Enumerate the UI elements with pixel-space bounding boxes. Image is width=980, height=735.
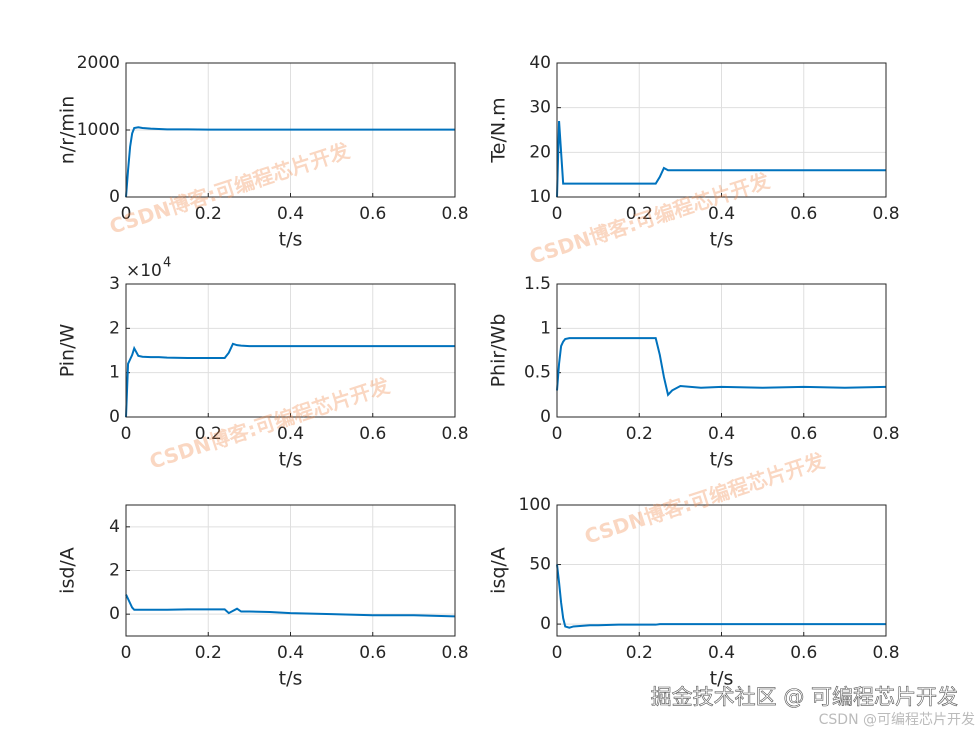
y-multiplier: ×10 <box>126 261 162 281</box>
x-tick-label: 0.2 <box>626 424 653 444</box>
x-tick-label: 0.6 <box>359 204 386 224</box>
y-tick-label: 2 <box>109 318 120 338</box>
x-tick-label: 0.8 <box>872 424 899 444</box>
x-tick-label: 0.4 <box>708 643 735 663</box>
y-axis-label: Pin/W <box>57 324 79 378</box>
axes-box <box>125 504 456 637</box>
y-tick-label: 40 <box>529 53 551 73</box>
x-tick-label: 0.6 <box>790 204 817 224</box>
x-axis-label: t/s <box>279 668 303 690</box>
y-axis-label: isd/A <box>57 547 79 594</box>
y-tick-label: 0 <box>109 407 120 427</box>
x-tick-label: 0.2 <box>195 643 222 663</box>
x-tick-label: 0 <box>552 424 563 444</box>
axes-box <box>125 283 456 418</box>
footer-site: 掘金技术社区 @ 可编程芯片开发 <box>651 685 958 709</box>
y-tick-label: 1000 <box>77 120 120 140</box>
x-tick-label: 0.4 <box>277 643 304 663</box>
y-tick-label: 1 <box>109 363 120 383</box>
data-line <box>125 594 456 618</box>
y-tick-label: 2 <box>109 561 120 581</box>
data-line <box>556 121 886 198</box>
data-line <box>556 564 886 629</box>
y-tick-label: 10 <box>529 187 551 207</box>
x-tick-label: 0.4 <box>277 424 304 444</box>
y-axis-label: Phir/Wb <box>488 314 510 388</box>
x-tick-label: 0.6 <box>359 643 386 663</box>
x-tick-label: 0.6 <box>790 643 817 663</box>
axes-box <box>556 504 887 637</box>
x-tick-label: 0.2 <box>626 643 653 663</box>
x-tick-label: 0.6 <box>790 424 817 444</box>
x-tick-label: 0.8 <box>441 643 468 663</box>
x-tick-label: 0.8 <box>872 204 899 224</box>
x-tick-label: 0 <box>552 204 563 224</box>
y-tick-label: 4 <box>109 517 120 537</box>
x-tick-label: 0 <box>121 204 132 224</box>
y-tick-label: 1 <box>540 318 551 338</box>
x-tick-label: 0.4 <box>708 424 735 444</box>
x-tick-label: 0.4 <box>708 204 735 224</box>
y-tick-label: 1.5 <box>524 274 551 294</box>
y-tick-label: 30 <box>529 98 551 118</box>
axes-box <box>556 283 887 418</box>
x-tick-label: 0.2 <box>626 204 653 224</box>
y-axis-label: isq/A <box>488 547 510 594</box>
axes-box <box>556 62 887 198</box>
x-axis-label: t/s <box>279 449 303 471</box>
y-tick-label: 50 <box>529 555 551 575</box>
x-tick-label: 0 <box>121 643 132 663</box>
y-tick-label: 0 <box>540 614 551 634</box>
x-axis-label: t/s <box>710 449 734 471</box>
y-tick-label: 0.5 <box>524 363 551 383</box>
y-tick-label: 0 <box>109 187 120 207</box>
y-tick-label: 3 <box>109 274 120 294</box>
y-tick-label: 20 <box>529 142 551 162</box>
x-axis-label: t/s <box>279 229 303 251</box>
x-tick-label: 0.8 <box>441 204 468 224</box>
x-tick-label: 0.6 <box>359 424 386 444</box>
x-tick-label: 0 <box>552 643 563 663</box>
y-axis-label: Te/N.m <box>488 97 510 163</box>
y-tick-label: 0 <box>109 604 120 624</box>
data-line <box>556 337 887 397</box>
x-tick-label: 0.8 <box>872 643 899 663</box>
x-axis-label: t/s <box>710 229 734 251</box>
data-line <box>125 342 455 418</box>
data-line <box>125 126 455 198</box>
footer-credit: CSDN @可编程芯片开发 <box>819 712 975 728</box>
y-tick-label: 2000 <box>77 53 120 73</box>
x-tick-label: 0.2 <box>195 424 222 444</box>
y-tick-label: 0 <box>540 407 551 427</box>
y-tick-label: 100 <box>519 495 551 515</box>
x-axis-label: t/s <box>710 668 734 690</box>
axes-box <box>125 62 456 198</box>
x-tick-label: 0.8 <box>441 424 468 444</box>
y-multiplier-exponent: 4 <box>163 256 171 271</box>
y-axis-label: n/r/min <box>57 96 79 165</box>
x-tick-label: 0.4 <box>277 204 304 224</box>
x-tick-label: 0.2 <box>195 204 222 224</box>
x-tick-label: 0 <box>121 424 132 444</box>
